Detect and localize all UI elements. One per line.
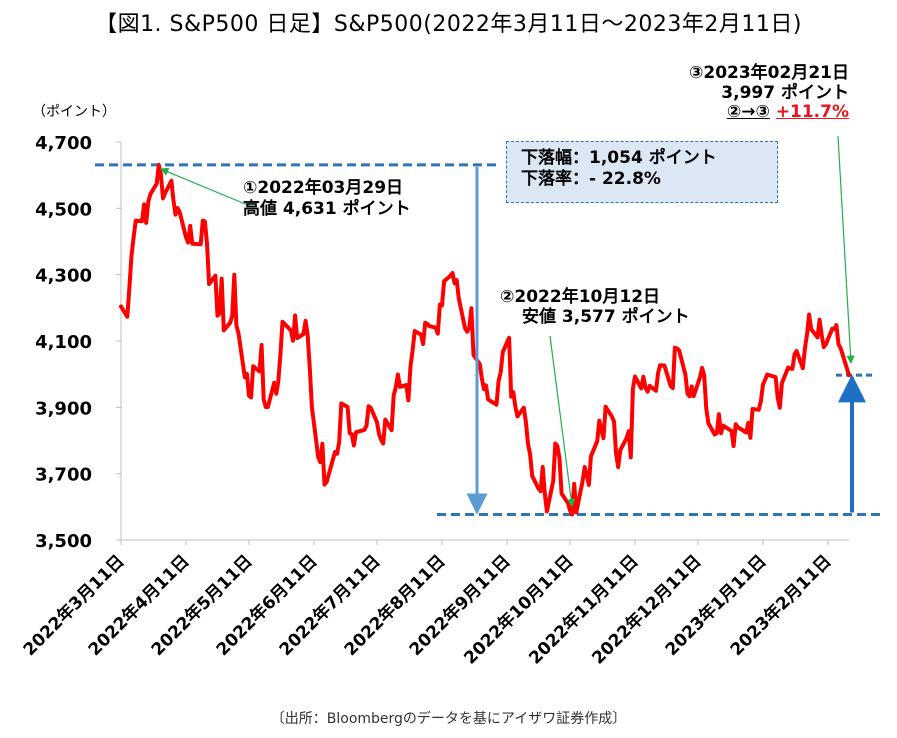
annotation-low-date: ②2022年10月12日	[500, 287, 661, 307]
y-axis-unit-label: （ポイント）	[32, 104, 116, 120]
chart-title: 【図1. S&P500 日足】S&P500(2022年3月11日～2023年2月…	[95, 12, 802, 37]
annotation-last-value: 3,997 ポイント	[721, 82, 849, 103]
y-tick-label: 4,500	[35, 199, 92, 220]
x-tick-label: 2022年12月11日	[588, 551, 706, 669]
y-tick-label: 4,700	[35, 133, 92, 154]
x-tick-label: 2022年10月11日	[460, 551, 578, 669]
annotation-high: ①2022年03月29日 高値 4,631 ポイント	[243, 178, 411, 221]
annotation-change: ②→③ +11.7%	[689, 102, 849, 123]
last-pointer-arrow	[837, 135, 855, 365]
drop-amount: 下落幅：1,054 ポイント	[521, 148, 717, 168]
annotation-last-date: ③2023年02月21日	[688, 63, 849, 83]
drop-rate: 下落率：- 22.8%	[521, 169, 661, 190]
high-pointer-arrow	[159, 167, 251, 207]
y-tick-label: 3,900	[35, 398, 92, 419]
annotation-low: ②2022年10月12日 安値 3,577 ポイント	[500, 287, 690, 327]
y-tick-label: 3,500	[35, 531, 92, 552]
y-tick-label: 3,700	[35, 465, 92, 486]
annotation-low-value: 安値 3,577 ポイント	[522, 306, 690, 327]
source-note: 〔出所：Bloombergのデータを基にアイザワ証券作成〕	[270, 711, 627, 727]
annotation-high-date: ①2022年03月29日	[243, 178, 404, 198]
y-tick-label: 4,100	[35, 332, 92, 353]
y-tick-label: 4,300	[35, 266, 92, 287]
sp500-series-line	[119, 162, 851, 517]
annotation-change-value: +11.7%	[775, 102, 849, 123]
annotation-change-label: ②→③	[726, 102, 770, 123]
x-tick-label: 2022年11月11日	[525, 551, 643, 669]
annotation-last: ③2023年02月21日 3,997 ポイント ②→③ +11.7%	[688, 63, 849, 123]
low-pointer-arrow	[549, 335, 576, 508]
drop-info-box: 下落幅：1,054 ポイント 下落率：- 22.8%	[506, 141, 778, 203]
annotation-high-value: 高値 4,631 ポイント	[243, 199, 411, 220]
